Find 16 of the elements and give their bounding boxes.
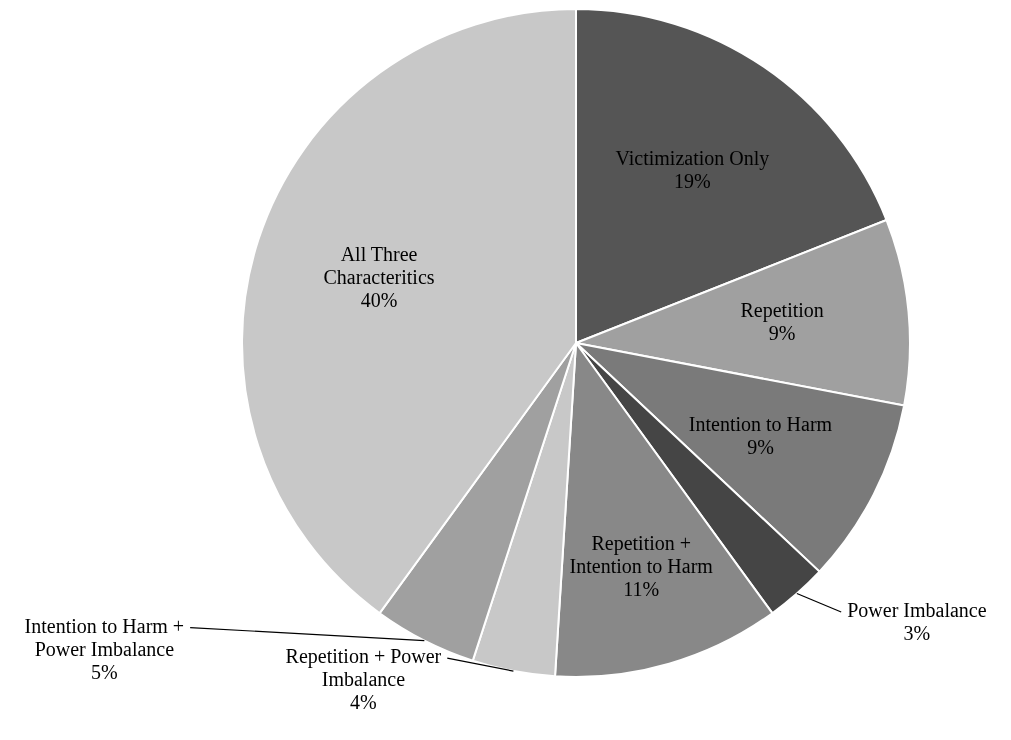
data-label: 9%: [747, 435, 774, 458]
slice-label: Repetition + Power Imbalance: [285, 645, 442, 691]
data-label: 9%: [768, 322, 796, 345]
data-label: 3%: [903, 622, 931, 645]
data-label: 5%: [91, 660, 118, 683]
data-label: 11%: [623, 577, 660, 600]
slice-label: Repetition + Intention to Harm: [569, 531, 714, 577]
slice-label: All Three Characteritics: [323, 243, 435, 289]
data-label: 4%: [350, 691, 377, 714]
slice-label: Power Imbalance: [847, 599, 987, 622]
data-label: 40%: [360, 289, 398, 312]
data-label: 19%: [674, 170, 711, 193]
slice-label: Repetition: [740, 299, 824, 323]
slice-label: Intention to Harm + Power Imbalance: [24, 614, 185, 660]
slice-label: Victimization Only: [615, 147, 770, 171]
slice-label: Intention to Harm: [688, 412, 833, 435]
